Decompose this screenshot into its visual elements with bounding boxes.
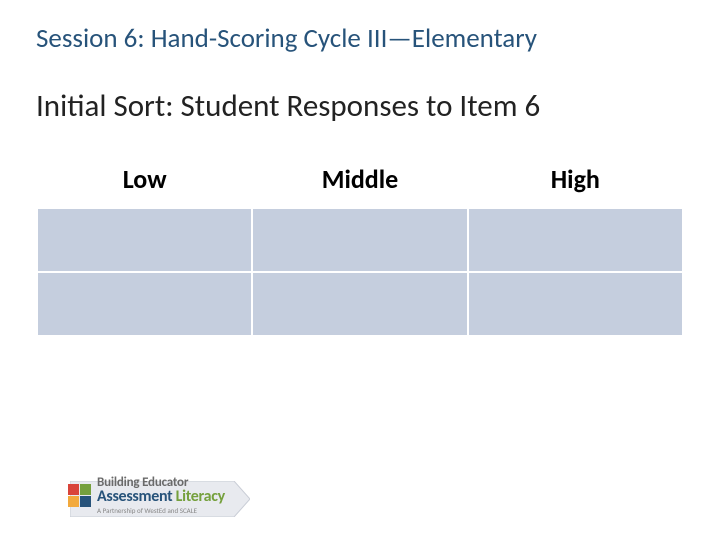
logo-squares-icon: [68, 484, 91, 507]
logo-line2: Assessment Literacy: [97, 489, 225, 505]
cell: [252, 208, 467, 272]
cell: [37, 208, 252, 272]
page-subtitle: Initial Sort: Student Responses to Item …: [0, 55, 720, 125]
cell: [468, 208, 683, 272]
footer-logo: Building Educator Assessment Literacy A …: [68, 476, 225, 514]
col-header-low: Low: [37, 152, 252, 208]
logo-line3: A Partnership of WestEd and SCALE: [97, 507, 225, 514]
col-header-high: High: [468, 152, 683, 208]
session-title: Session 6: Hand-Scoring Cycle III—Elemen…: [36, 22, 684, 55]
logo-square: [68, 484, 79, 495]
cell: [252, 272, 467, 336]
sort-table-container: Low Middle High: [0, 125, 720, 337]
table-row: [37, 208, 683, 272]
table-row: [37, 272, 683, 336]
col-header-middle: Middle: [252, 152, 467, 208]
logo-square: [80, 484, 91, 495]
logo-text: Building Educator Assessment Literacy A …: [97, 476, 225, 514]
logo-square: [80, 496, 91, 507]
cell: [37, 272, 252, 336]
logo-square: [68, 496, 79, 507]
cell: [468, 272, 683, 336]
sort-table: Low Middle High: [36, 151, 684, 337]
